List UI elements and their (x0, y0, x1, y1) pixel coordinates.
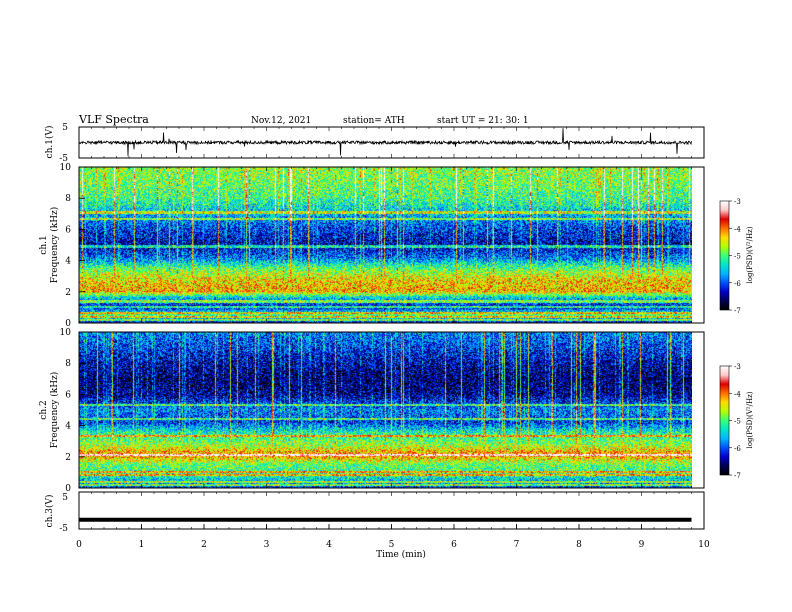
time-tick-label: 2 (201, 540, 207, 550)
ch1-ytick-bottom: -5 (59, 154, 68, 164)
colorbar-tick-label: -6 (734, 280, 741, 288)
ch1-spec-ylabel-2: Frequency (kHz) (49, 207, 60, 284)
freq-tick-label: 10 (60, 163, 72, 173)
ch1-panel: 5 -5 ch.1(V) (44, 123, 705, 164)
ch1-colorbar-label: log(PSD)(V²/Hz) (746, 226, 754, 283)
time-tick-label: 9 (639, 540, 645, 550)
figure-title: VLF Spectra (78, 113, 149, 126)
time-tick-label: 10 (698, 540, 710, 550)
colorbar-tick-label: -3 (734, 363, 741, 371)
time-tick-label: 5 (389, 540, 395, 550)
ch3-frame (78, 491, 705, 530)
ch2-colorbar: -3 -4 -5 -6 -7 log(PSD)(V²/Hz) (719, 363, 754, 480)
freq-tick-label: 6 (65, 225, 71, 235)
ch2-colorbar-ticks: -3 -4 -5 -6 -7 (729, 363, 741, 480)
time-tick-label: 6 (451, 540, 457, 550)
date-label: Nov.12, 2021 (251, 116, 311, 126)
freq-tick-label: 0 (65, 484, 71, 494)
ch1-colorbar-gradient (719, 200, 730, 311)
ch3-ylabel: ch.3(V) (44, 495, 55, 528)
freq-tick-label: 2 (65, 288, 71, 298)
colorbar-tick-label: -4 (734, 225, 741, 233)
frame-minor-ticks (78, 127, 705, 529)
colorbar-tick-label: -5 (734, 253, 741, 261)
colorbar-tick-label: -7 (734, 472, 741, 480)
time-tick-label: 3 (264, 540, 270, 550)
start-time-label: start UT = 21: 30: 1 (437, 116, 529, 126)
ch2-spec-ylabel-1: ch.2 (39, 400, 49, 419)
freq-tick-label: 4 (65, 257, 71, 267)
ch1-freq-ticks: 0 2 4 6 8 10 (60, 163, 85, 329)
ch3-panel: 5 -5 ch.3(V) (44, 491, 705, 534)
ch1-spectrogram-image (79, 167, 692, 323)
colorbar-tick-label: -3 (734, 198, 741, 206)
ch1-ylabel: ch.1(V) (44, 126, 55, 159)
freq-tick-label: 4 (65, 422, 71, 432)
time-axis-label: Time (min) (376, 549, 426, 560)
freq-tick-label: 8 (65, 194, 71, 204)
ch1-ytick-top: 5 (62, 123, 68, 133)
ch2-colorbar-gradient (719, 365, 730, 476)
ch1-colorbar-ticks: -3 -4 -5 -6 -7 (729, 198, 741, 315)
freq-tick-label: 0 (65, 319, 71, 329)
colorbar-tick-label: -7 (734, 307, 741, 315)
freq-tick-label: 10 (60, 328, 72, 338)
ch3-ytick-top: 5 (62, 493, 68, 503)
station-label: station= ATH (343, 116, 405, 126)
time-tick-label: 4 (326, 540, 332, 550)
time-tick-label: 7 (514, 540, 520, 550)
ch2-freq-ticks: 0 2 4 6 8 10 (60, 328, 85, 494)
colorbar-tick-label: -5 (734, 418, 741, 426)
ch2-spec-ylabel-2: Frequency (kHz) (49, 372, 60, 449)
freq-tick-label: 6 (65, 390, 71, 400)
time-tick-label: 0 (76, 540, 82, 550)
time-tick-label: 8 (576, 540, 582, 550)
freq-tick-label: 8 (65, 359, 71, 369)
ch1-spectrogram-panel: 0 2 4 6 8 10 ch.1 Frequency (kHz) (39, 163, 705, 329)
ch1-spec-ylabel-1: ch.1 (39, 235, 49, 254)
ch1-colorbar: -3 -4 -5 -6 -7 log(PSD)(V²/Hz) (719, 198, 754, 315)
ch2-spectrogram-image (79, 332, 692, 488)
time-axis: 0 1 2 3 4 5 6 7 8 9 10 (76, 524, 710, 550)
colorbar-tick-label: -6 (734, 445, 741, 453)
time-tick-label: 1 (139, 540, 145, 550)
ch1-trace (78, 128, 692, 157)
ch2-spectrogram-panel: 0 2 4 6 8 10 ch.2 Frequency (kHz) (39, 328, 705, 494)
freq-tick-label: 2 (65, 453, 71, 463)
ch2-colorbar-label: log(PSD)(V²/Hz) (746, 391, 754, 448)
ch3-ytick-bottom: -5 (59, 524, 68, 534)
colorbar-tick-label: -4 (734, 390, 741, 398)
